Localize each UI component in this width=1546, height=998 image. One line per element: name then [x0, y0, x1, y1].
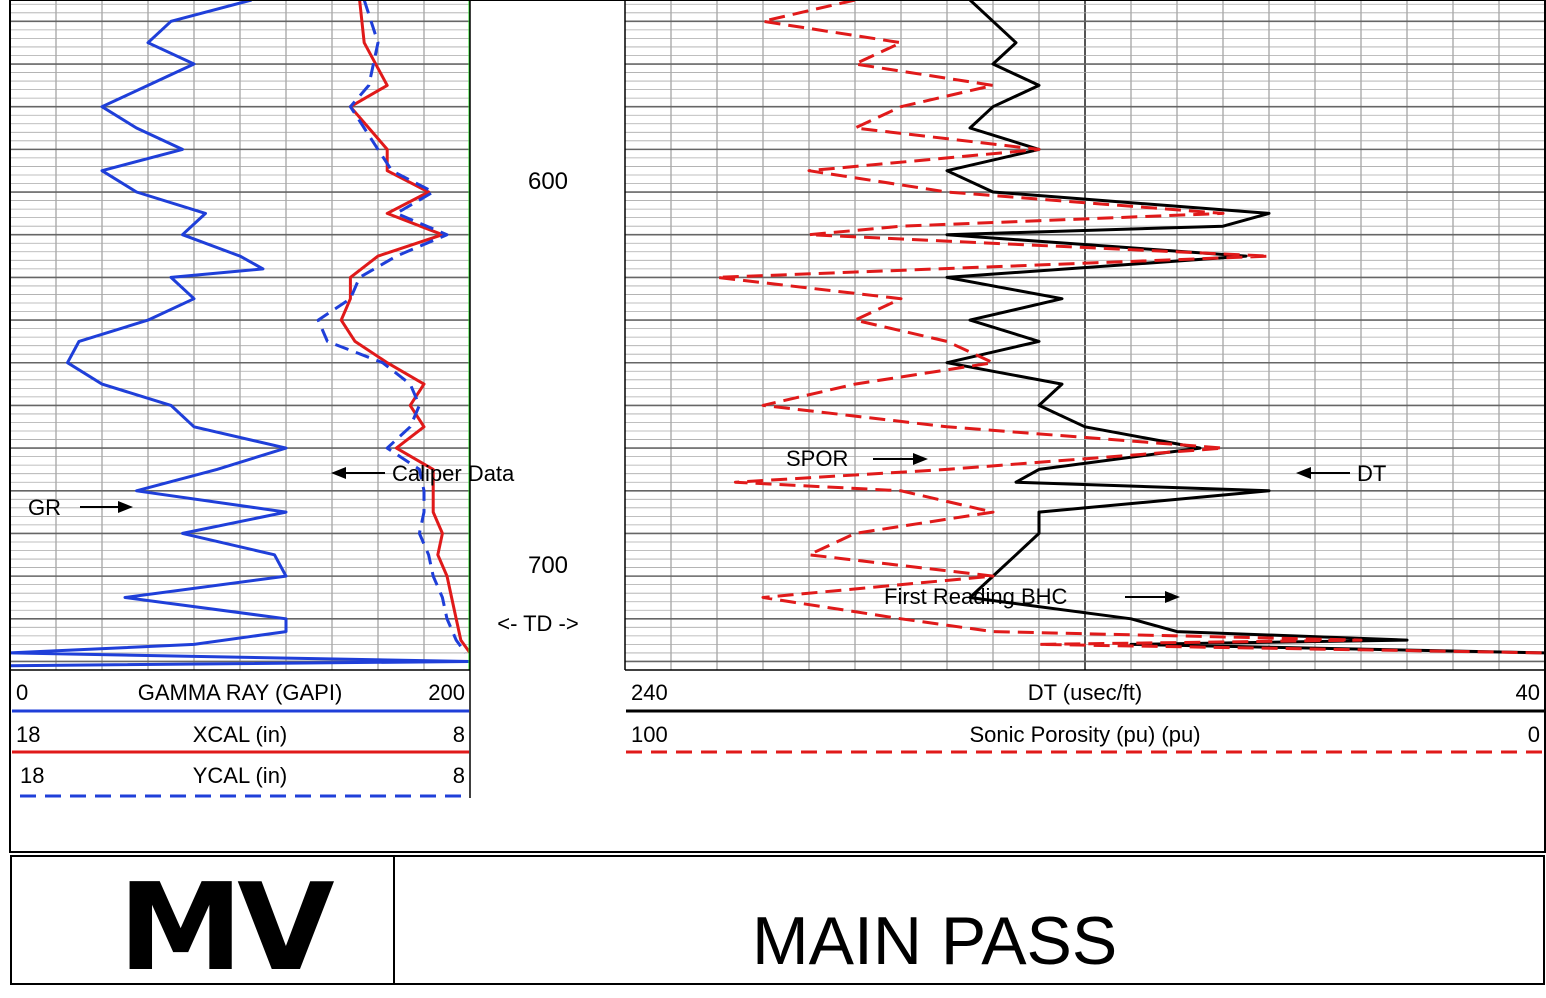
- gr-scale-max: 200: [428, 680, 465, 705]
- spor-scale-min: 100: [631, 722, 668, 747]
- gr-annotation: GR: [28, 495, 61, 520]
- company-logo: MV: [118, 859, 335, 998]
- spor-arrow-icon: [913, 453, 928, 465]
- header-gamma-ray: 0 GAMMA RAY (GAPI) 200: [12, 680, 469, 713]
- ycal-scale-max: 8: [453, 763, 465, 788]
- footer-panel: MV MAIN PASS: [10, 855, 1545, 989]
- spor-curve-name: Sonic Porosity (pu) (pu): [969, 722, 1200, 747]
- gamma-ray-gapi-curve: [10, 0, 470, 668]
- spor-scale-max: 0: [1528, 722, 1540, 747]
- xcal-scale-max: 8: [453, 722, 465, 747]
- xcal-curve-name: XCAL (in): [193, 722, 288, 747]
- caliper-annotation: Caliper Data: [392, 461, 515, 486]
- header-dt: 240 DT (usec/ft) 40: [626, 680, 1544, 713]
- log-frame: [9, 0, 1546, 853]
- company-logo-cell: MV: [12, 857, 395, 989]
- caliper-arrow-icon: [331, 467, 346, 479]
- ycal-in-curve: [316, 0, 467, 654]
- pass-title: MAIN PASS: [752, 903, 1118, 979]
- depth-label-700: 700: [528, 552, 568, 579]
- depth-label-600: 600: [528, 168, 568, 195]
- dt-curve-name: DT (usec/ft): [1028, 680, 1143, 705]
- ycal-curve-name: YCAL (in): [193, 763, 288, 788]
- gr-arrow-icon: [118, 501, 133, 513]
- spor-annotation: SPOR: [786, 446, 848, 471]
- sonic-porosity-pu-pu-curve: [715, 0, 1545, 655]
- left-track-grid: [10, 0, 470, 671]
- right-track-curves: [715, 0, 1545, 655]
- right-track-grid: [625, 0, 1545, 671]
- xcal-scale-min: 18: [16, 722, 40, 747]
- first-reading-annotation: First Reading BHC: [884, 584, 1068, 609]
- dt-usec-ft-curve: [945, 0, 1545, 655]
- gr-curve-name: GAMMA RAY (GAPI): [138, 680, 343, 705]
- dt-annotation: DT: [1357, 461, 1386, 486]
- ycal-scale-min: 18: [20, 763, 44, 788]
- td-label: <- TD ->: [497, 611, 579, 636]
- dt-arrow-icon: [1296, 467, 1311, 479]
- well-log-chart: 600 700 <- TD -> GR Caliper Data SPOR DT…: [9, 0, 1546, 853]
- dt-scale-max: 40: [1516, 680, 1540, 705]
- dt-scale-min: 240: [631, 680, 668, 705]
- xcal-in-curve: [339, 0, 470, 654]
- header-xcal: 18 XCAL (in) 8: [12, 722, 469, 754]
- header-spor: 100 Sonic Porosity (pu) (pu) 0: [626, 722, 1544, 754]
- header-ycal: 18 YCAL (in) 8: [20, 763, 465, 798]
- first-reading-arrow-icon: [1165, 591, 1180, 603]
- left-track-curves: [10, 0, 470, 670]
- gr-scale-min: 0: [16, 680, 28, 705]
